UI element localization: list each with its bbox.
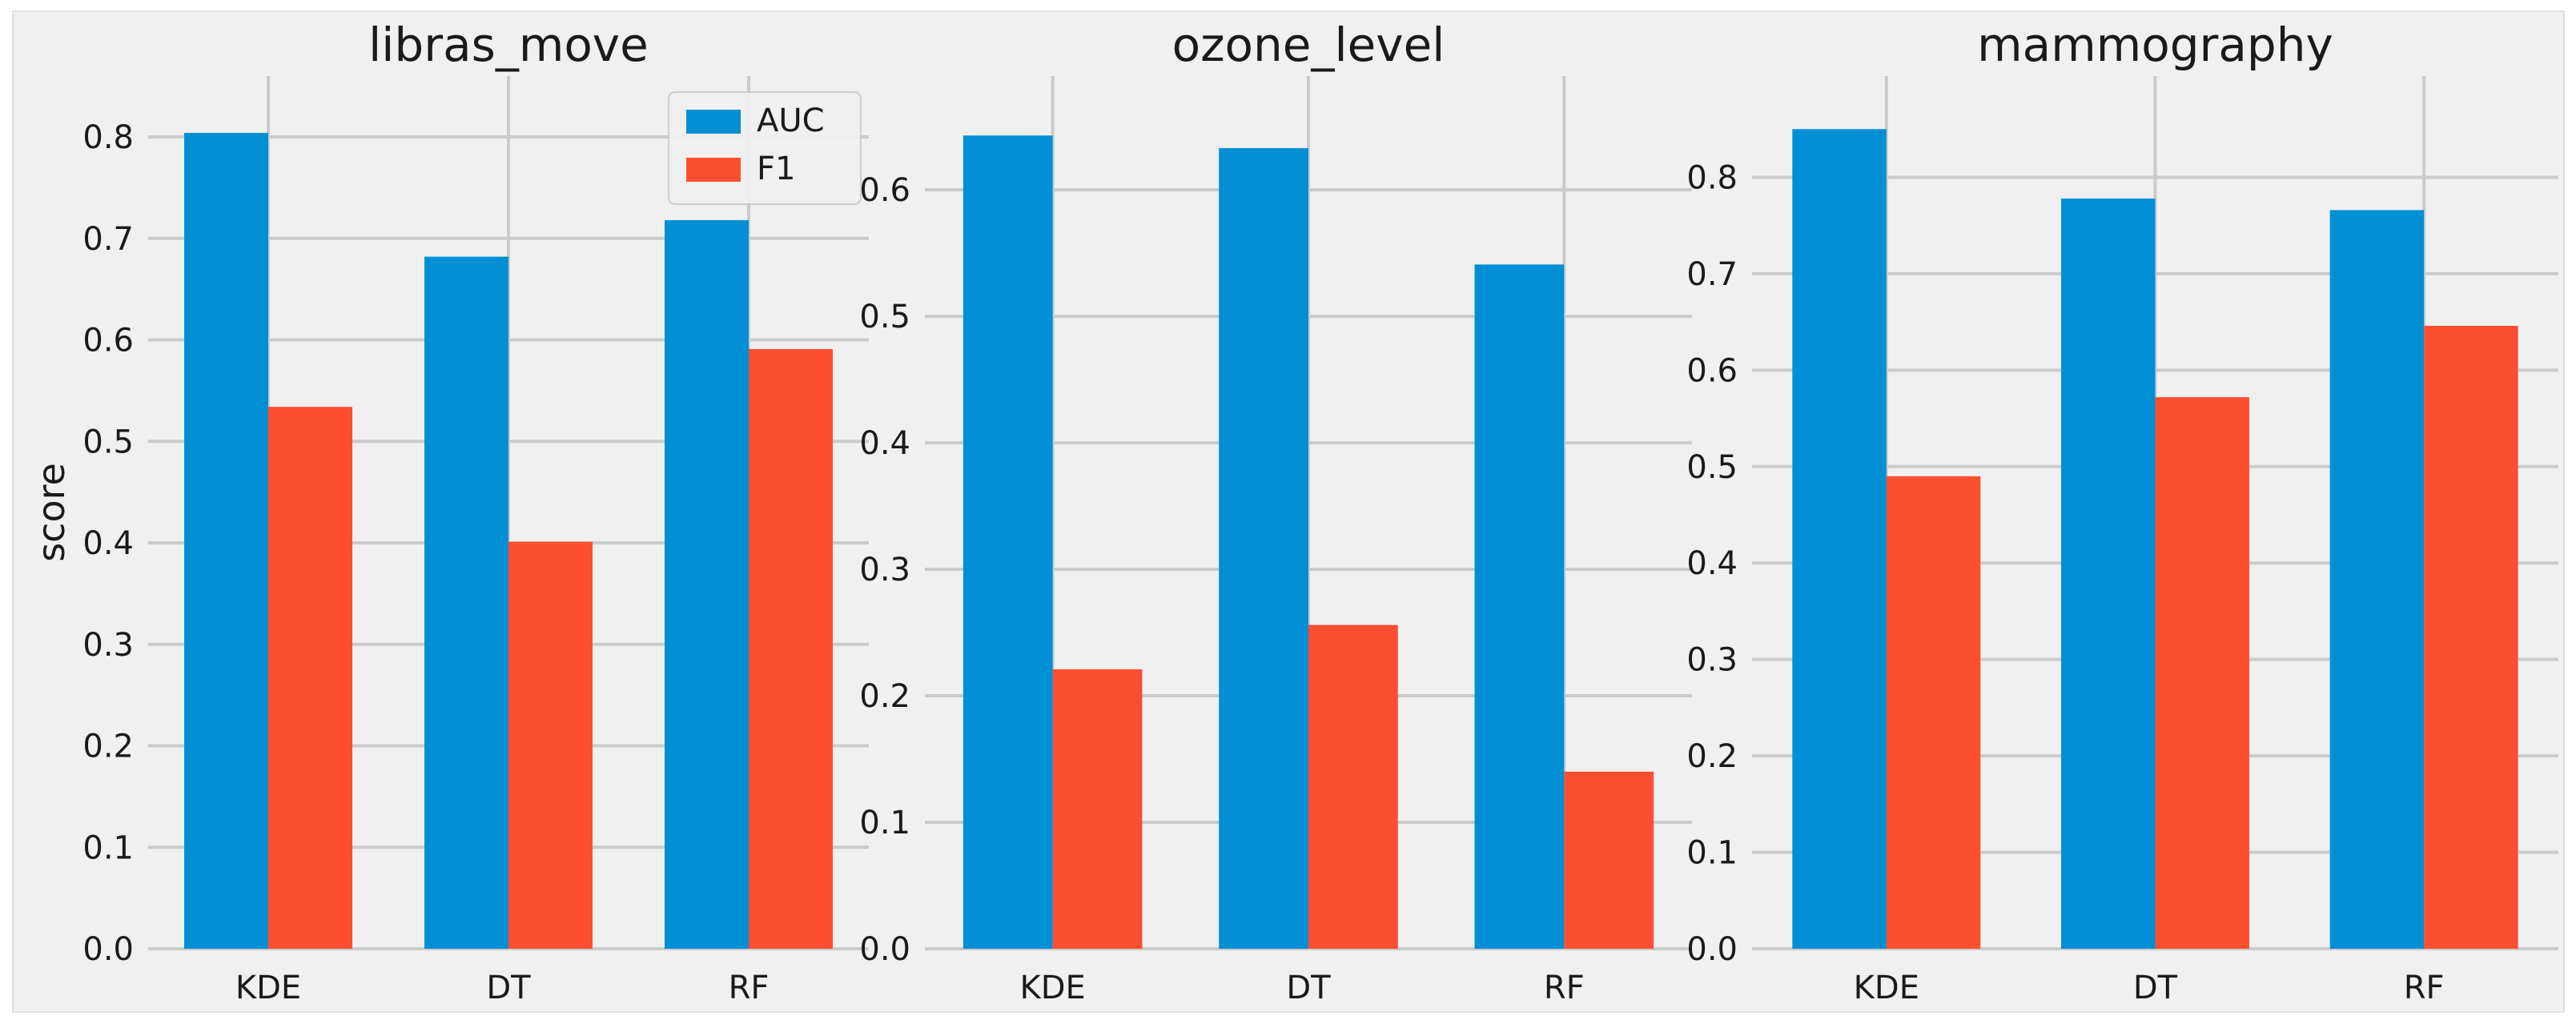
y-tick-label: 0.3 [1686,642,1738,679]
y-tick-label: 0.6 [1686,352,1738,389]
y-tick-label: 0.5 [859,299,910,335]
y-tick-label: 0.6 [82,323,134,359]
bar-f1-dt [2155,397,2249,949]
x-tick-label: RF [729,970,770,1006]
x-tick-label: KDE [1020,970,1086,1006]
y-axis-label: score [30,463,73,562]
chart-panel-libras_move: 0.0 0.1 0.2 0.3 0.4 0.5 0.6 0.7 0.8 KDE DT RF libras… [30,18,869,1006]
y-tick-label: 0.4 [859,425,910,462]
bar-f1-rf [749,348,833,949]
y-tick-label: 0.2 [1686,738,1738,775]
y-tick-label: 0.3 [859,552,910,588]
y-tick-label: 0.6 [859,172,910,209]
y-tick-label: 0.1 [859,805,910,841]
bar-auc-dt [424,256,508,950]
chart-panels: 0.0 0.1 0.2 0.3 0.4 0.5 0.6 0.7 0.8 KDE DT RF libras… [30,18,2558,1006]
y-tick-label: 0.8 [82,119,134,156]
bar-auc-dt [2061,198,2156,950]
bar-f1-kde [1886,476,1981,949]
legend-label-auc: AUC [757,102,825,139]
y-tick-label: 0.1 [82,829,134,866]
x-tick-label: KDE [235,970,301,1006]
bar-f1-kde [1052,669,1143,949]
legend-swatch-f1 [686,158,741,182]
y-tick-label: 0.4 [1686,545,1738,582]
y-tick-label: 0.0 [859,931,910,968]
chart-title: libras_move [368,18,649,72]
y-tick-label: 0.5 [82,424,134,460]
legend: AUC F1 [668,91,862,205]
x-tick-label: DT [486,970,531,1006]
y-tick-label: 0.0 [1686,931,1738,968]
bar-auc-rf [1474,264,1565,949]
y-tick-label: 0.0 [82,931,134,968]
y-tick-label: 0.5 [1686,449,1738,486]
bar-f1-rf [1564,771,1654,949]
bar-f1-dt [508,541,593,949]
y-tick-label: 0.1 [1686,835,1738,872]
x-tick-label: DT [2133,970,2178,1006]
x-tick-label: KDE [1854,970,1919,1006]
y-tick-label: 0.7 [1686,256,1738,293]
bar-auc-rf [665,219,749,949]
y-tick-label: 0.7 [82,221,134,258]
bar-auc-rf [2329,210,2425,949]
legend-label-f1: F1 [757,151,795,187]
chart-title: mammography [1977,18,2333,72]
x-tick-label: RF [1544,970,1585,1006]
chart-panel-ozone_level: 0.0 0.1 0.2 0.3 0.4 0.5 0.6 KDE DT RF ozone_level [859,18,1692,1006]
legend-swatch-auc [686,110,741,134]
y-tick-label: 0.4 [82,525,134,562]
chart-panel-mammography: 0.0 0.1 0.2 0.3 0.4 0.5 0.6 0.7 0.8 KDE DT RF mammog… [1686,18,2558,1006]
x-tick-label: RF [2404,970,2445,1006]
bar-f1-dt [1308,624,1398,949]
y-tick-label: 0.8 [1686,159,1738,196]
bar-auc-kde [184,132,268,949]
bar-auc-kde [962,135,1053,949]
y-tick-label: 0.2 [82,729,134,765]
chart-title: ozone_level [1172,18,1445,72]
y-tick-label: 0.3 [82,627,134,664]
y-tick-label: 0.2 [859,678,910,715]
bar-f1-kde [268,407,352,949]
bar-auc-dt [1219,148,1308,950]
bar-auc-kde [1792,129,1887,949]
x-tick-label: DT [1286,970,1331,1006]
bar-f1-rf [2424,325,2518,949]
